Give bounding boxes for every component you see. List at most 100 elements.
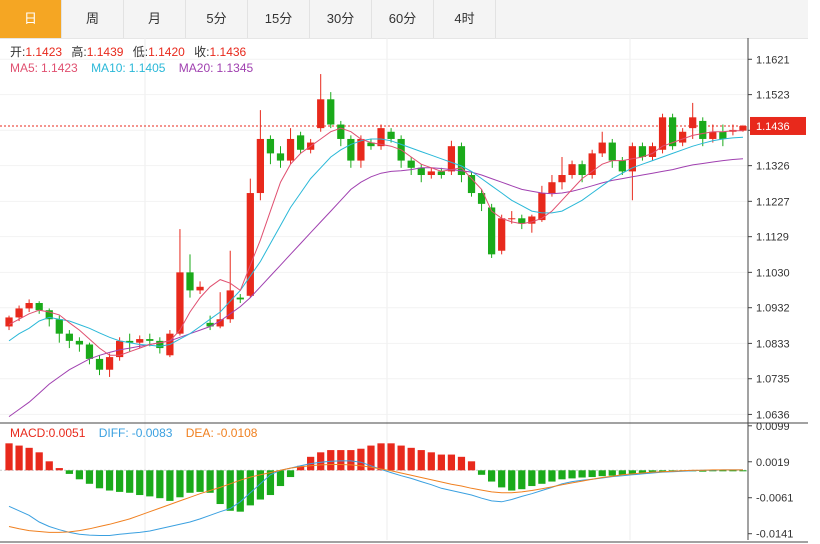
macd-bar-negative: [488, 470, 496, 482]
tab-month[interactable]: 月: [124, 0, 186, 38]
candle-down: [55, 319, 63, 334]
candle-down: [518, 218, 526, 224]
close-label: 收:: [194, 45, 209, 59]
ma10-line: [8, 136, 744, 347]
candle-down: [75, 340, 84, 345]
candle-down: [146, 339, 154, 341]
candle-up: [246, 193, 254, 296]
macd-label: MACD:: [10, 426, 49, 440]
macd-bar-negative: [75, 470, 84, 480]
macd-bar-positive: [407, 447, 415, 471]
macd-bar-positive: [397, 445, 405, 471]
macd-tick-label: -0.0141: [756, 529, 793, 541]
candle-up: [286, 138, 295, 161]
macd-bar-negative: [719, 470, 727, 472]
macd-bar-negative: [206, 470, 214, 493]
macd-panel: [0, 443, 748, 536]
low-value: 1.1420: [148, 45, 185, 59]
candle-up: [5, 317, 13, 327]
macd-bar-positive: [347, 450, 355, 471]
candle-down: [488, 207, 496, 255]
macd-bar-positive: [337, 450, 345, 471]
candle-down: [608, 142, 616, 161]
macd-bar-positive: [387, 443, 395, 471]
macd-bar-negative: [508, 470, 516, 491]
macd-bar-negative: [105, 470, 114, 491]
ma5-line: [8, 127, 743, 356]
macd-bar-positive: [327, 450, 335, 471]
macd-bar-negative: [729, 470, 737, 472]
tab-day[interactable]: 日: [0, 0, 62, 38]
candle-down: [126, 340, 134, 343]
macd-bar-negative: [146, 470, 154, 497]
macd-bar-positive: [377, 443, 385, 471]
candle-up: [216, 319, 224, 327]
candle-down: [327, 99, 335, 125]
ohlc-info: 开:1.1423 高:1.1439 低:1.1420 收:1.1436: [10, 44, 247, 59]
tab-60min[interactable]: 60分: [372, 0, 434, 38]
macd-bar-positive: [45, 461, 53, 471]
macd-bar-negative: [608, 470, 616, 476]
macd-bar-negative: [286, 470, 295, 478]
candle-up: [548, 182, 556, 194]
candle-up: [427, 171, 435, 176]
macd-bar-positive: [15, 445, 23, 471]
ma20-value: 1.1345: [216, 61, 253, 75]
dea-line: [8, 464, 743, 533]
candle-up: [558, 175, 566, 183]
candle-up: [498, 218, 506, 251]
macd-bar-negative: [548, 470, 556, 482]
macd-bar-negative: [518, 470, 526, 490]
macd-bar-negative: [176, 470, 184, 498]
period-tabs: 日 周 月 5分 15分 30分 60分 4时: [0, 0, 808, 39]
macd-bar-negative: [528, 470, 536, 487]
tab-5min[interactable]: 5分: [186, 0, 248, 38]
candle-up: [447, 146, 456, 172]
macd-bar-negative: [65, 470, 73, 474]
high-value: 1.1439: [87, 45, 124, 59]
macd-bar-positive: [367, 445, 375, 471]
grid-lines: [0, 38, 748, 540]
macd-bar-positive: [35, 452, 43, 471]
candle-down: [156, 340, 164, 349]
macd-bar-positive: [447, 454, 456, 471]
candle-down: [206, 322, 214, 327]
macd-bar-negative: [558, 470, 566, 480]
low-label: 低:: [133, 45, 148, 59]
candle-up: [357, 138, 365, 161]
macd-bar-negative: [538, 470, 546, 484]
candle-up: [648, 146, 657, 157]
tab-30min[interactable]: 30分: [310, 0, 372, 38]
candle-down: [457, 146, 466, 176]
macd-bar-positive: [55, 468, 63, 471]
macd-bar-negative: [477, 470, 486, 475]
diff-value: -0.0083: [132, 426, 173, 440]
macd-bar-negative: [246, 470, 254, 506]
macd-bar-positive: [427, 452, 435, 471]
candle-up: [377, 128, 385, 147]
macd-bar-negative: [166, 470, 174, 501]
ma10-value: 1.1405: [129, 61, 166, 75]
candle-up: [176, 272, 184, 334]
tab-15min[interactable]: 15分: [248, 0, 310, 38]
price-tick-label: 1.1326: [756, 161, 790, 173]
macd-bar-negative: [638, 470, 647, 474]
tab-4hour[interactable]: 4时: [434, 0, 496, 38]
last-price-text: 1.1436: [756, 121, 790, 133]
candle-down: [266, 138, 275, 154]
macd-tick-label: 0.0019: [756, 457, 790, 469]
candle-down: [186, 272, 194, 291]
candle-down: [85, 344, 94, 359]
ma20-line: [8, 158, 744, 418]
macd-value: 0.0051: [49, 426, 86, 440]
macd-bar-negative: [126, 470, 134, 493]
macd-bar-negative: [116, 470, 124, 492]
candle-up: [709, 131, 717, 139]
candle-up: [538, 193, 546, 221]
macd-bar-negative: [568, 470, 576, 479]
price-tick-label: 1.1129: [756, 232, 789, 244]
tab-week[interactable]: 周: [62, 0, 124, 38]
dea-value: -0.0108: [217, 426, 258, 440]
candle-up: [15, 308, 23, 318]
